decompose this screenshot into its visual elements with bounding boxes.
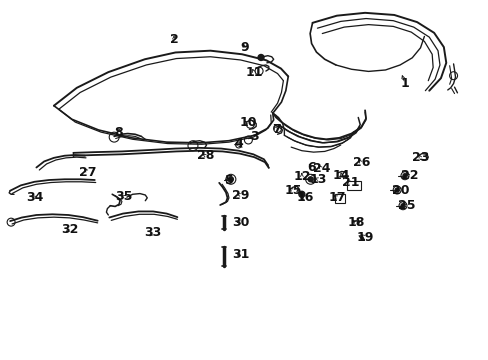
Text: 3: 3	[249, 130, 258, 143]
Text: 6: 6	[306, 161, 315, 174]
Text: 2: 2	[169, 33, 178, 46]
Text: 28: 28	[197, 149, 214, 162]
Text: 5: 5	[224, 174, 233, 186]
Text: 22: 22	[400, 169, 418, 182]
Text: 1: 1	[400, 77, 408, 90]
Text: 7: 7	[271, 123, 280, 136]
Text: 15: 15	[284, 184, 301, 197]
Text: 9: 9	[240, 41, 248, 54]
Circle shape	[228, 177, 233, 182]
Circle shape	[402, 174, 406, 178]
Circle shape	[394, 188, 398, 192]
Text: 21: 21	[341, 176, 359, 189]
Circle shape	[298, 191, 304, 197]
Text: 11: 11	[245, 66, 263, 79]
Text: 19: 19	[356, 231, 373, 244]
Text: 34: 34	[26, 191, 43, 204]
Circle shape	[258, 54, 264, 60]
Bar	[334, 194, 344, 203]
Bar	[346, 181, 360, 190]
Text: 17: 17	[327, 191, 345, 204]
Text: 31: 31	[231, 248, 249, 261]
Circle shape	[307, 177, 312, 182]
Circle shape	[400, 204, 404, 208]
Text: 8: 8	[115, 126, 123, 139]
Text: 33: 33	[144, 226, 162, 239]
Text: 24: 24	[312, 162, 329, 175]
Text: 13: 13	[309, 173, 326, 186]
Text: 16: 16	[296, 191, 313, 204]
Text: 23: 23	[411, 151, 428, 165]
Text: 29: 29	[231, 189, 249, 202]
Text: 30: 30	[231, 216, 249, 229]
Text: 10: 10	[239, 116, 257, 129]
Text: 18: 18	[347, 216, 364, 229]
Text: 12: 12	[292, 170, 310, 183]
Text: 27: 27	[79, 166, 97, 179]
Text: 20: 20	[391, 184, 409, 197]
Text: 35: 35	[115, 190, 132, 203]
Text: 14: 14	[332, 169, 350, 182]
Text: 26: 26	[352, 156, 369, 169]
Text: 25: 25	[397, 199, 415, 212]
Text: 4: 4	[234, 137, 243, 150]
Text: 32: 32	[61, 223, 78, 236]
